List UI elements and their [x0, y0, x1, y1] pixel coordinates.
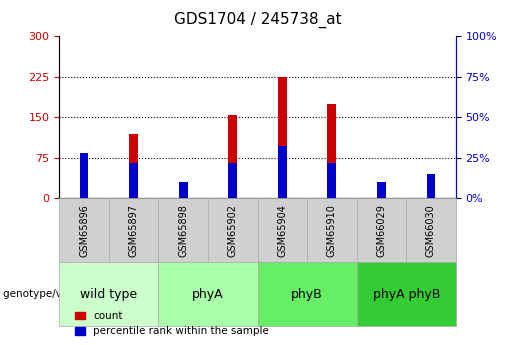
Bar: [228, 115, 237, 198]
Bar: [129, 163, 138, 198]
Legend: count, percentile rank within the sample: count, percentile rank within the sample: [75, 311, 269, 336]
Text: GSM65902: GSM65902: [228, 204, 238, 257]
Bar: [377, 189, 386, 198]
Bar: [79, 160, 89, 198]
Text: GSM65898: GSM65898: [178, 204, 188, 257]
Bar: [228, 163, 237, 198]
Text: genotype/variation ▶: genotype/variation ▶: [3, 289, 113, 299]
Text: phyB: phyB: [291, 288, 323, 300]
Bar: [179, 190, 187, 198]
Text: GSM65896: GSM65896: [79, 204, 89, 257]
Text: GSM65910: GSM65910: [327, 204, 337, 257]
Text: phyA: phyA: [192, 288, 224, 300]
Text: GSM66029: GSM66029: [376, 204, 386, 257]
Bar: [179, 182, 187, 198]
Bar: [426, 174, 436, 198]
Bar: [129, 134, 138, 198]
Bar: [328, 104, 336, 198]
Text: GSM65904: GSM65904: [277, 204, 287, 257]
Bar: [278, 77, 287, 198]
Bar: [79, 153, 89, 198]
Text: GSM66030: GSM66030: [426, 204, 436, 257]
Bar: [278, 147, 287, 198]
Text: GSM65897: GSM65897: [129, 204, 139, 257]
Bar: [426, 185, 436, 198]
Text: wild type: wild type: [80, 288, 138, 300]
Bar: [328, 163, 336, 198]
Bar: [377, 182, 386, 198]
Text: GDS1704 / 245738_at: GDS1704 / 245738_at: [174, 12, 341, 28]
Text: phyA phyB: phyA phyB: [372, 288, 440, 300]
